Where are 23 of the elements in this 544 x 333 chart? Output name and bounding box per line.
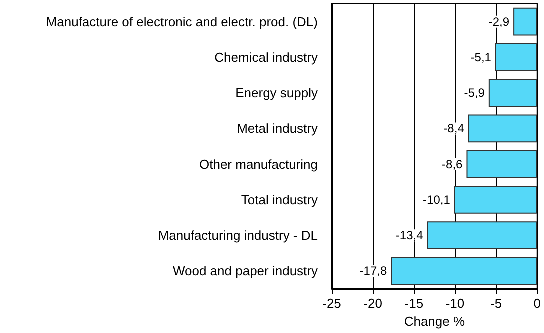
y-tick-label: Total industry [241, 192, 318, 208]
x-axis-title: Change % [404, 314, 466, 329]
data-label: -10,1 [423, 192, 451, 207]
x-tick-label: -15 [404, 296, 424, 311]
data-label: -2,9 [488, 14, 510, 29]
data-label: -17,8 [360, 264, 388, 278]
y-tick-label: Wood and paper industry [172, 264, 318, 279]
data-label: -13,4 [396, 228, 424, 243]
data-label: -8,4 [444, 122, 465, 136]
y-tick-label: Metal industry [237, 121, 318, 136]
data-label: -8,6 [442, 157, 464, 172]
data-label: -5,9 [464, 86, 486, 100]
y-tick-label: Chemical industry [214, 50, 318, 65]
x-tick-label: -5 [490, 296, 502, 311]
x-tick-label: -20 [364, 296, 382, 311]
y-tick-label: Energy supply [236, 86, 318, 101]
x-tick-label: 0 [534, 296, 541, 311]
x-tick-label: -25 [322, 296, 342, 311]
x-tick-label: -10 [446, 296, 465, 311]
y-tick-label: Other manufacturing [199, 156, 318, 172]
y-tick-label: Manufacture of electronic and electr. prod. (DL) [46, 14, 318, 30]
y-tick-label: Manufacturing industry - DL [158, 228, 318, 244]
data-label: -5,1 [470, 50, 492, 64]
